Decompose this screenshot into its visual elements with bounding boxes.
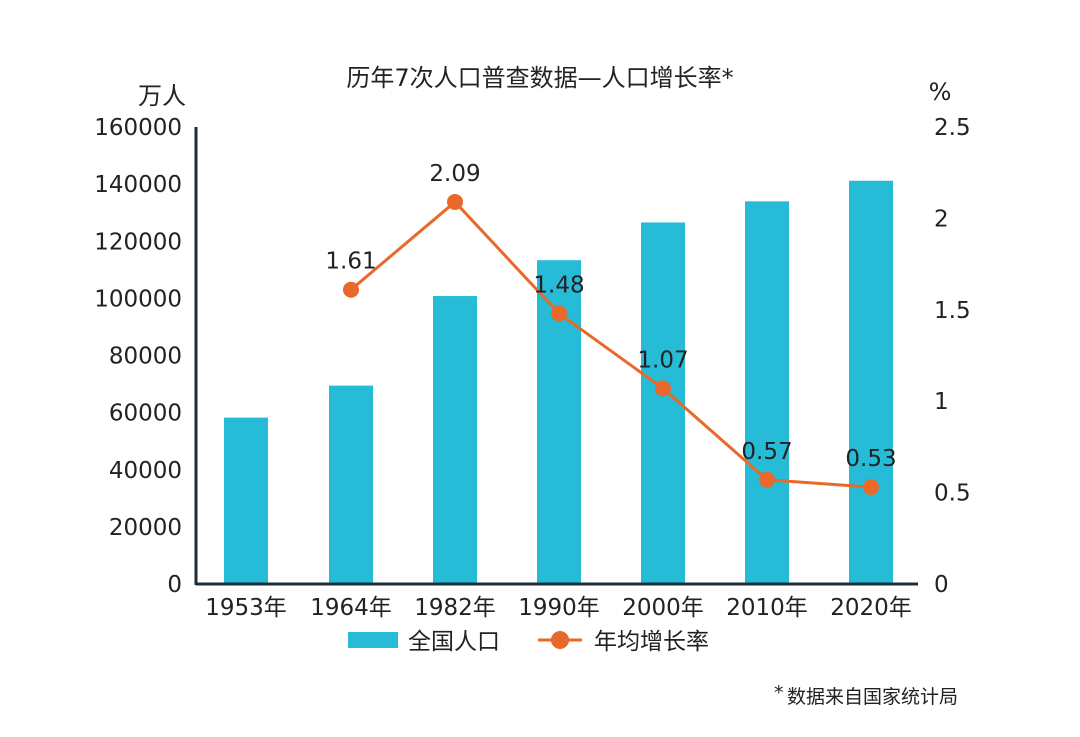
bar-1 xyxy=(329,385,373,584)
growth-rate-point xyxy=(759,471,775,488)
right-tick-label: 0.5 xyxy=(934,481,971,507)
left-tick-label: 40000 xyxy=(109,458,182,484)
left-tick-label: 20000 xyxy=(109,515,182,541)
source-note: 数据来自国家统计局 xyxy=(787,686,958,708)
bar-0 xyxy=(224,417,268,584)
growth-rate-label: 1.61 xyxy=(325,249,376,275)
right-tick-label: 0 xyxy=(934,572,949,598)
bar-6 xyxy=(849,180,893,585)
x-tick-label: 2020年 xyxy=(830,595,912,621)
growth-rate-point xyxy=(655,380,671,397)
left-tick-label: 100000 xyxy=(94,286,182,312)
x-tick-label: 1982年 xyxy=(414,595,496,621)
x-tick-label: 1990年 xyxy=(518,595,600,621)
left-tick-label: 120000 xyxy=(94,229,182,255)
right-tick-label: 1.5 xyxy=(934,298,971,324)
right-tick-label: 2 xyxy=(934,206,949,232)
growth-rate-label: 0.53 xyxy=(845,446,896,472)
source-mark: * xyxy=(774,682,784,704)
bar-5 xyxy=(745,201,789,584)
growth-rate-point xyxy=(343,281,359,298)
left-tick-label: 80000 xyxy=(109,344,182,370)
growth-rate-label: 0.57 xyxy=(741,439,792,465)
growth-rate-point xyxy=(863,479,879,496)
growth-rate-label: 1.48 xyxy=(533,272,584,298)
left-tick-label: 60000 xyxy=(109,401,182,427)
left-axis-unit: 万人 xyxy=(138,82,186,110)
x-tick-label: 1964年 xyxy=(310,595,392,621)
growth-rate-label: 1.07 xyxy=(637,347,688,373)
growth-rate-point xyxy=(551,305,567,322)
left-tick-label: 160000 xyxy=(94,115,182,141)
legend-label-growth: 年均增长率 xyxy=(594,629,709,655)
legend-marker-growth xyxy=(551,631,569,649)
legend: 全国人口 年均增长率 xyxy=(348,629,709,655)
legend-swatch-population xyxy=(348,632,398,648)
legend-label-population: 全国人口 xyxy=(408,629,500,655)
x-tick-label: 2010年 xyxy=(726,595,808,621)
left-tick-label: 0 xyxy=(167,572,182,598)
bar-2 xyxy=(433,296,477,584)
x-tick-label: 2000年 xyxy=(622,595,704,621)
left-tick-label: 140000 xyxy=(94,172,182,198)
right-tick-label: 2.5 xyxy=(934,115,971,141)
growth-rate-line xyxy=(350,200,872,489)
right-axis-unit: % xyxy=(929,78,952,106)
right-tick-label: 1 xyxy=(934,389,949,415)
growth-rate-label: 2.09 xyxy=(429,161,480,187)
x-tick-label: 1953年 xyxy=(205,595,287,621)
chart-title: 历年7次人口普查数据—人口增长率* xyxy=(346,64,733,92)
growth-rate-point xyxy=(447,193,463,210)
